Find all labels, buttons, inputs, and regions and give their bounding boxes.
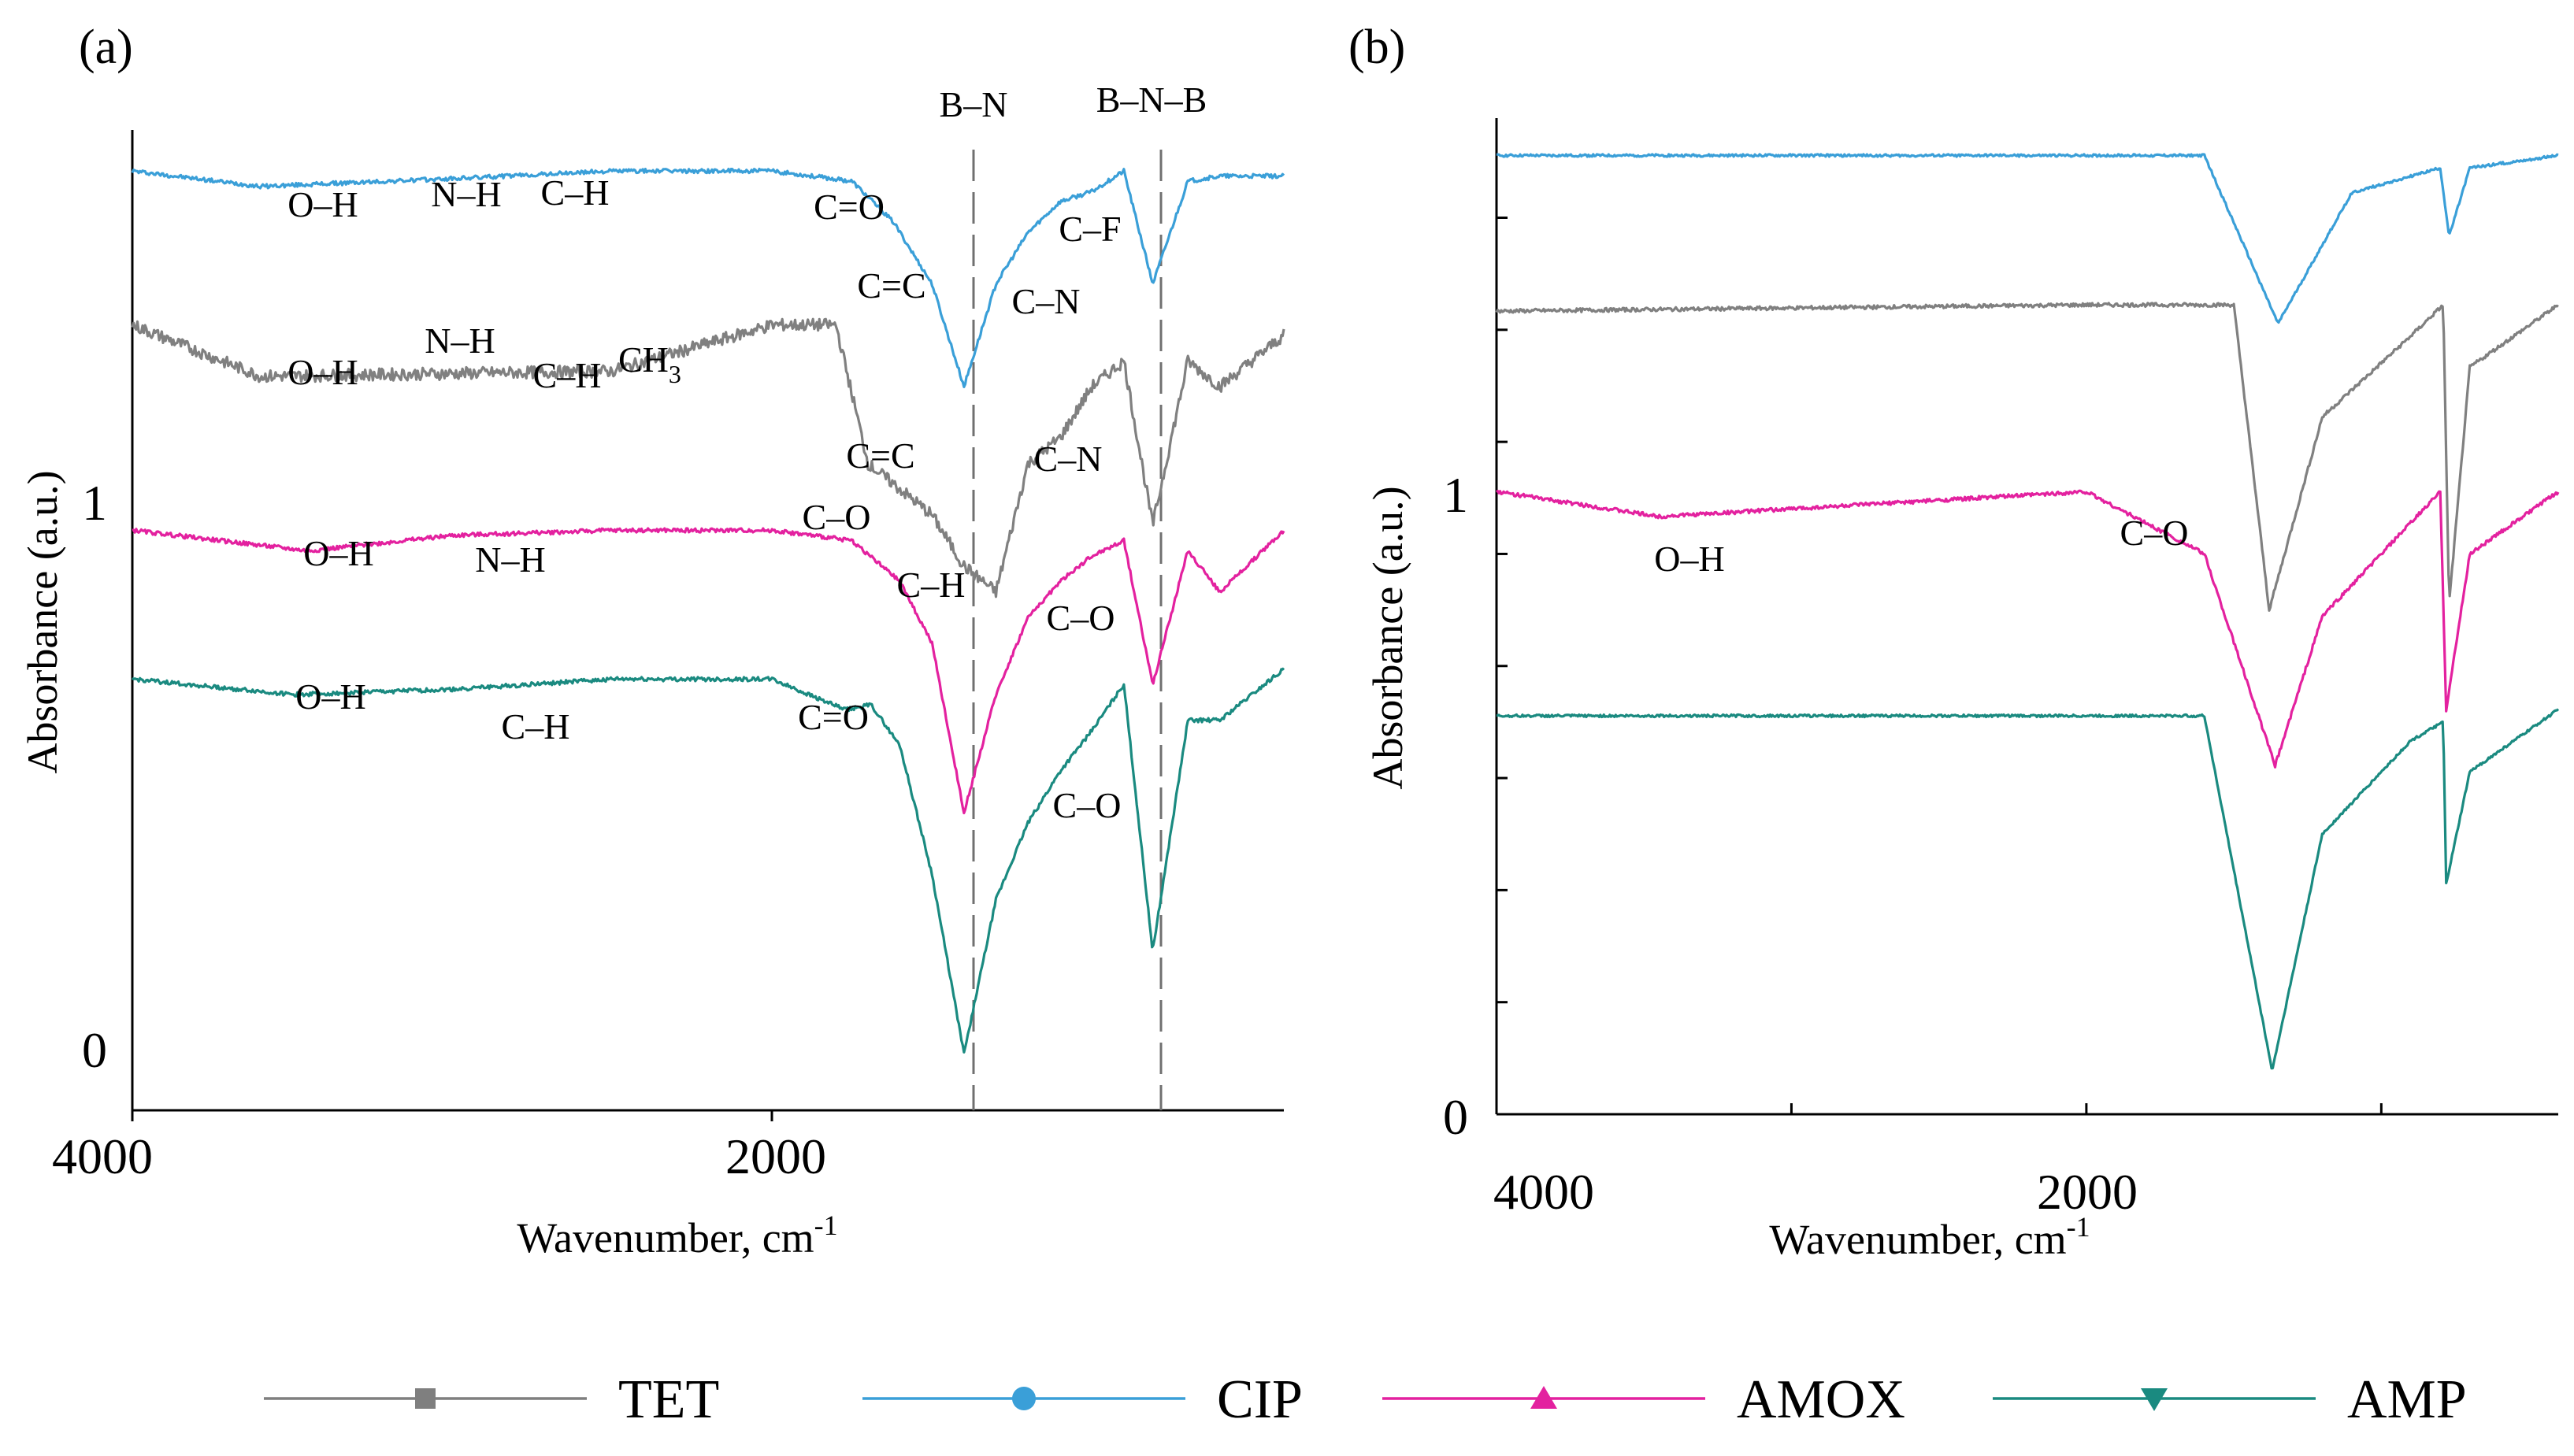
amox-annotation: C–O <box>803 497 871 537</box>
panel-a-y-tick-label: 1 <box>82 475 107 531</box>
amp-annotation: C–H <box>502 706 570 747</box>
amox-annotation: O–H <box>303 533 373 573</box>
panel-b-y-tick-label: 1 <box>1443 467 1468 523</box>
tet-annotation: CH3 <box>618 339 681 388</box>
amox-annotation: O–H <box>1654 539 1724 579</box>
amp-annotation: C=O <box>798 697 869 737</box>
triangle-up-marker-icon <box>1530 1386 1557 1409</box>
panel-b: (b) 4000 2000 1 0 Absorbance (a.u.) Wave… <box>1348 20 2560 1263</box>
panel-b-x-tick-label: 4000 <box>1493 1164 1594 1220</box>
cip-annotation: N–H <box>431 174 501 214</box>
series-line-amox <box>1496 489 2560 769</box>
tet-annotation: C–H <box>897 565 966 605</box>
tet-annotation: C=C <box>857 265 925 306</box>
cip-annotation: C–H <box>541 172 610 213</box>
legend-item-tet: TET <box>264 1369 719 1430</box>
tet-annotation: O–H <box>287 352 358 392</box>
series-line-amp <box>1496 708 2560 1070</box>
tet-annotation: C–N <box>1034 439 1103 479</box>
legend-item-amp: AMP <box>1993 1369 2467 1430</box>
cip-annotation: C–N <box>1012 281 1081 321</box>
legend-label: CIP <box>1217 1369 1303 1430</box>
panel-a-x-tick-label: 4000 <box>52 1128 153 1184</box>
panel-b-label: (b) <box>1348 20 1405 74</box>
amox-annotation: C–O <box>2120 513 2189 553</box>
panel-a: (a) 4000 2000 1 0 Absorbance (a.u.) Wave… <box>19 20 1285 1261</box>
series-line-cip <box>131 168 1285 388</box>
panel-b-y-axis-label: Absorbance (a.u.) <box>1364 486 1411 789</box>
tet-annotation: C–H <box>533 355 602 395</box>
panel-b-x-axis-label: Wavenumber, cm-1 <box>1769 1211 2090 1263</box>
series-line-tet <box>1495 302 2559 612</box>
amp-annotation: O–H <box>295 676 365 717</box>
legend-label: TET <box>618 1369 719 1430</box>
panel-b-y-ticks <box>1497 217 1508 1116</box>
amox-annotation: C–O <box>1047 598 1115 638</box>
triangle-down-marker-icon <box>2141 1388 2168 1411</box>
cip-annotation: O–H <box>287 184 358 224</box>
amox-annotation: N–H <box>475 539 545 580</box>
legend-label: AMOX <box>1737 1369 1905 1430</box>
amp-annotation: C–O <box>1053 785 1122 825</box>
bnb-band-label: B–N–B <box>1096 80 1207 120</box>
panel-a-y-axis-label: Absorbance (a.u.) <box>19 470 66 773</box>
series-line-cip <box>1496 153 2559 324</box>
panel-b-x-tick-label: 2000 <box>2037 1164 2138 1220</box>
panel-a-x-tick-label: 2000 <box>725 1128 826 1184</box>
cip-annotation: C=O <box>814 187 885 227</box>
cip-annotation: C–F <box>1059 209 1121 249</box>
panel-a-x-axis-label: Wavenumber, cm-1 <box>517 1210 837 1261</box>
square-marker-icon <box>415 1388 436 1409</box>
bn-band-label: B–N <box>940 84 1008 124</box>
panel-a-label: (a) <box>79 20 133 74</box>
panel-b-curves <box>1495 153 2560 1070</box>
legend-item-cip: CIP <box>862 1369 1303 1430</box>
series-line-amp <box>131 667 1285 1054</box>
tet-annotation: C=C <box>846 435 914 476</box>
panel-a-y-tick-label: 0 <box>82 1022 107 1078</box>
panel-b-x-ticks <box>1495 1103 2383 1114</box>
legend-label: AMP <box>2347 1369 2467 1430</box>
legend-item-amox: AMOX <box>1382 1369 1905 1430</box>
circle-marker-icon <box>1012 1387 1036 1410</box>
panel-a-curves <box>131 168 1285 1054</box>
legend: TET CIP AMOX AMP <box>264 1369 2467 1430</box>
tet-annotation: N–H <box>425 320 495 361</box>
panel-b-y-tick-label: 0 <box>1443 1089 1468 1145</box>
series-line-tet <box>131 317 1285 598</box>
series-line-amox <box>132 527 1285 815</box>
